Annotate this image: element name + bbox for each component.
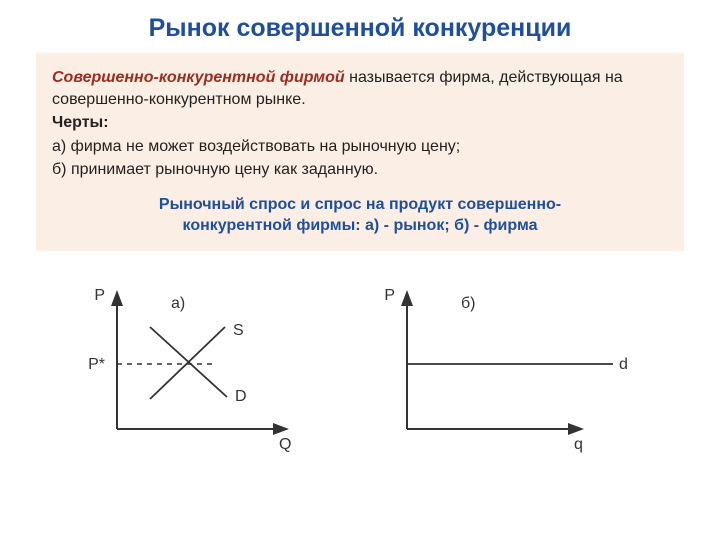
svg-text:d: d [619, 356, 628, 373]
svg-text:б): б) [461, 295, 476, 312]
svg-text:P*: P* [88, 356, 105, 373]
chart-a-market: P Qа) P* S D [75, 269, 335, 464]
feature-a: а) фирма не может воздействовать на рыно… [52, 136, 668, 158]
chart-b-svg: Pq б) d [365, 269, 645, 459]
svg-text:P: P [384, 287, 395, 304]
subheading-line-1: Рыночный спрос и спрос на продукт соверш… [52, 195, 668, 216]
svg-text:q: q [574, 436, 583, 453]
definition-term: Совершенно-конкурентной фирмой [52, 69, 345, 86]
feature-b: б) принимает рыночную цену как заданную. [52, 159, 668, 181]
svg-text:а): а) [171, 295, 185, 312]
charts-subheading: Рыночный спрос и спрос на продукт соверш… [52, 195, 668, 237]
definition-box: Совершенно-конкурентной фирмой называетс… [36, 53, 684, 251]
features-heading: Черты: [52, 112, 668, 134]
page-title: Рынок совершенной конкуренции [0, 0, 720, 53]
svg-text:D: D [235, 388, 247, 405]
chart-b-firm: Pq б) d [365, 269, 645, 464]
subheading-line-2: конкурентной фирмы: а) - рынок; б) - фир… [52, 216, 668, 237]
definition-line-1: Совершенно-конкурентной фирмой называетс… [52, 67, 668, 110]
chart-a-svg: P Qа) P* S D [75, 269, 335, 459]
svg-text:P: P [94, 287, 105, 304]
svg-text:S: S [233, 322, 244, 339]
charts-row: P Qа) P* S D Pq б) d [0, 269, 720, 464]
svg-text:Q: Q [279, 436, 291, 453]
